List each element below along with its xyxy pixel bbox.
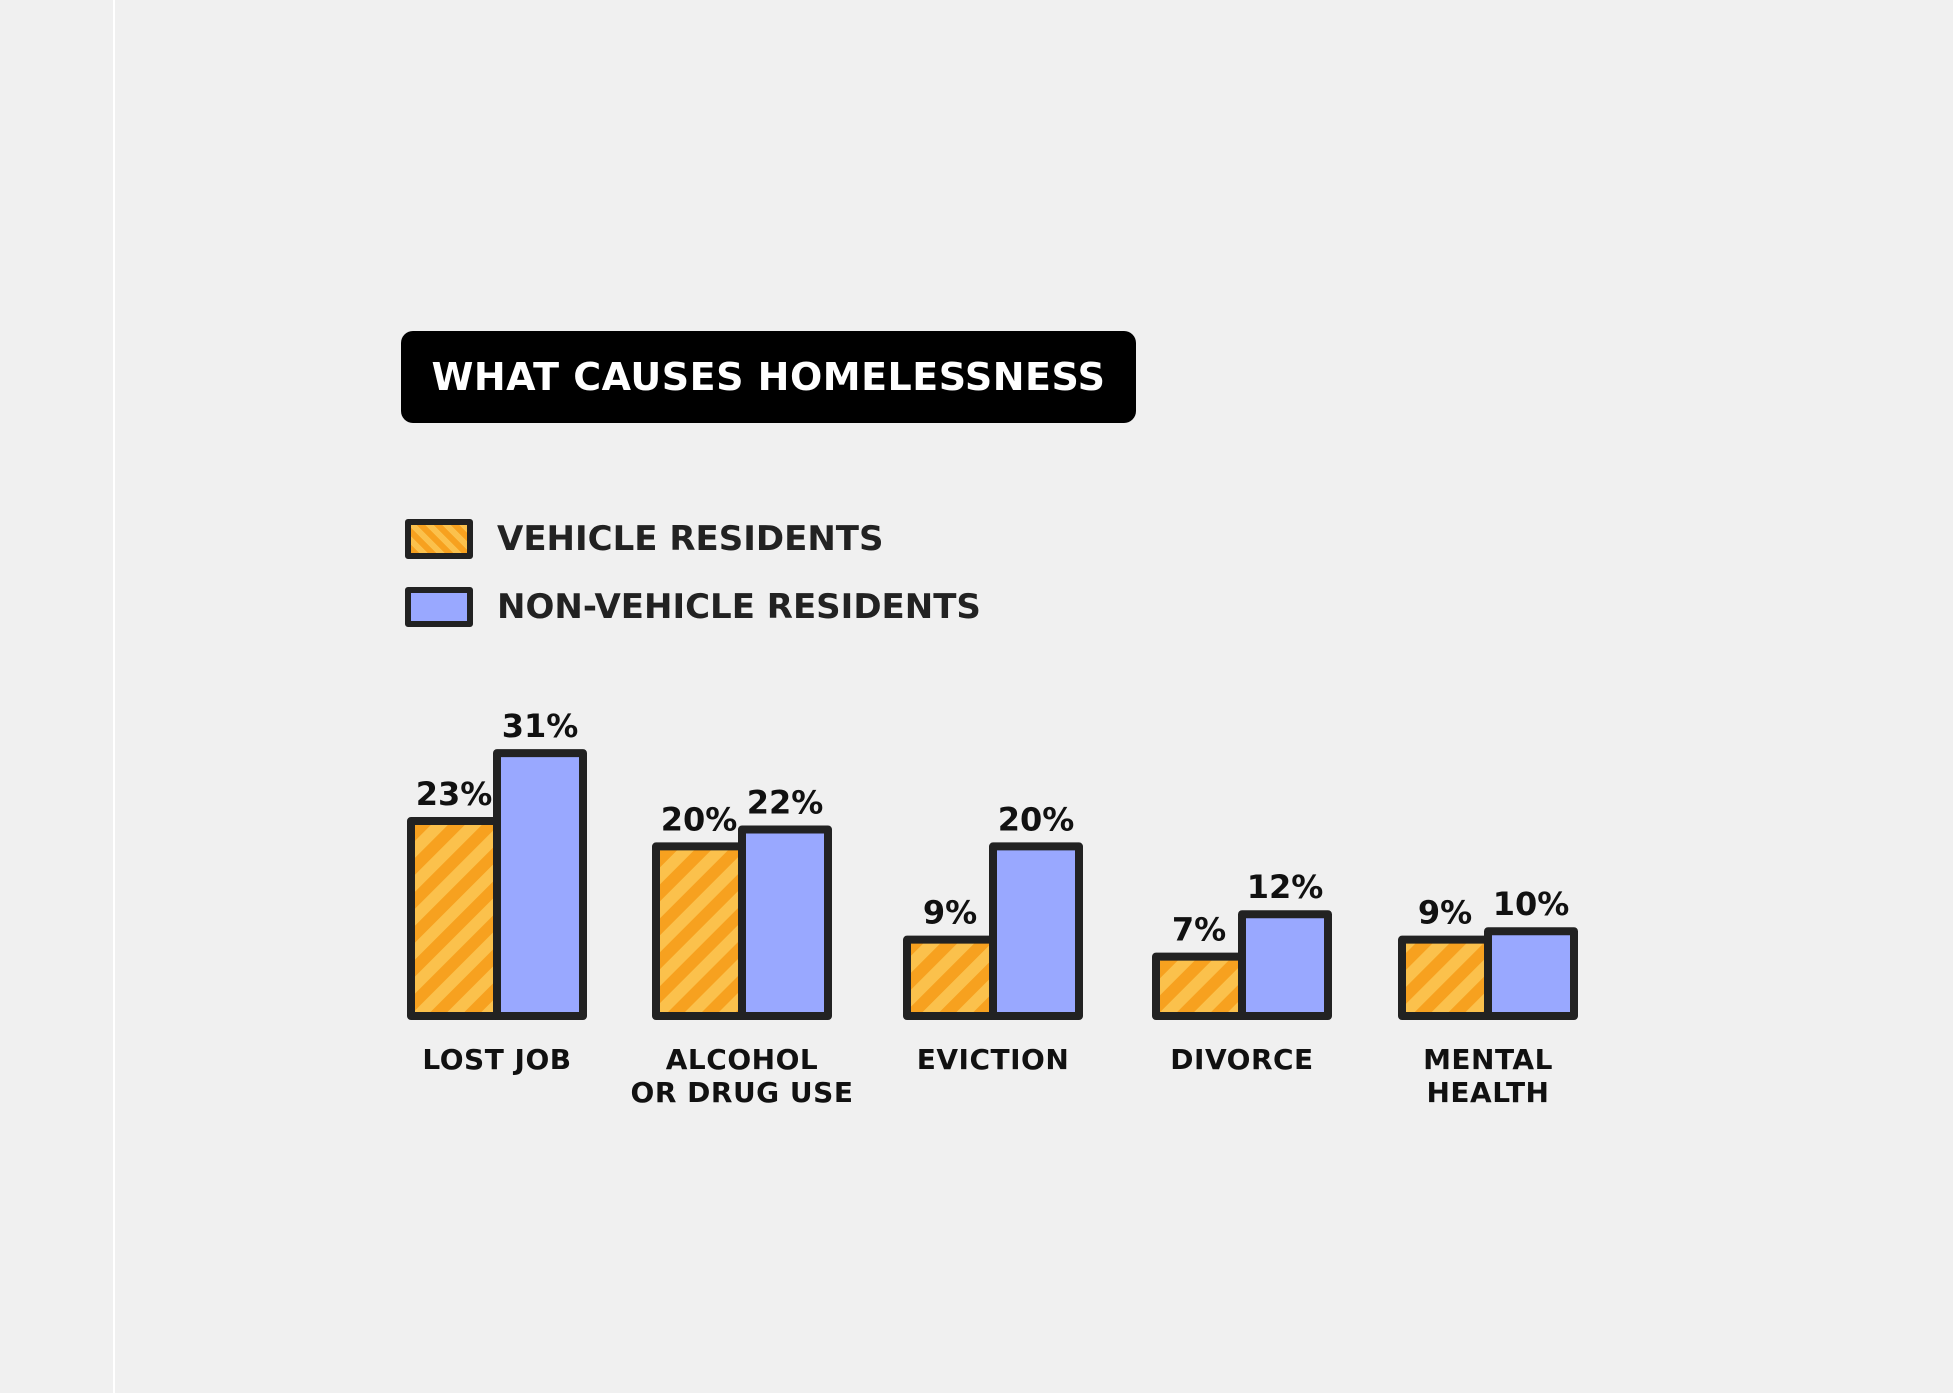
bar-group-alcohol-or-drug-use: 20% 22% ALCOHOL OR DRUG USE	[631, 783, 854, 1109]
legend-swatch-non-vehicle-residents	[405, 587, 473, 627]
category-label-line: MENTAL	[1423, 1043, 1553, 1076]
category-label-line: OR DRUG USE	[631, 1076, 854, 1109]
bar-value-label: 20%	[661, 800, 738, 838]
bar-group-divorce: 7% 12% DIVORCE	[1152, 868, 1332, 1076]
bar-value-label: 9%	[923, 894, 977, 932]
legend-label-non-vehicle-residents: NON-VEHICLE RESIDENTS	[497, 587, 981, 627]
category-label-line: DIVORCE	[1170, 1043, 1313, 1076]
category-label-line: EVICTION	[917, 1043, 1070, 1076]
chart-title-banner: WHAT CAUSES HOMELESSNESS	[401, 331, 1136, 423]
category-label-line: ALCOHOL	[666, 1043, 818, 1076]
bar-value-label: 23%	[416, 775, 493, 813]
bar-non-vehicle-residents-eviction	[989, 842, 1083, 1021]
page-edge-divider	[113, 0, 115, 1393]
bar-value-label: 10%	[1493, 885, 1570, 923]
category-label-line: HEALTH	[1427, 1076, 1550, 1109]
category-label-divorce: DIVORCE	[1170, 1043, 1313, 1076]
chart-title: WHAT CAUSES HOMELESSNESS	[431, 355, 1106, 399]
bar-value-label: 20%	[998, 800, 1075, 838]
legend-item-vehicle-residents: VEHICLE RESIDENTS	[405, 505, 981, 573]
bar-vehicle-residents-eviction	[903, 935, 997, 1020]
legend-swatch-vehicle-residents	[405, 519, 473, 559]
bar-non-vehicle-residents-alcohol-or-drug-use	[738, 825, 832, 1020]
category-label-alcohol-or-drug-use: ALCOHOL OR DRUG USE	[631, 1043, 854, 1109]
legend-label-vehicle-residents: VEHICLE RESIDENTS	[497, 519, 884, 559]
bar-value-label: 31%	[502, 707, 579, 745]
bar-vehicle-residents-lost-job	[407, 816, 501, 1021]
bar-non-vehicle-residents-lost-job	[493, 749, 587, 1020]
bar-value-label: 22%	[747, 783, 824, 821]
bar-value-label: 9%	[1418, 894, 1472, 932]
category-label-mental-health: MENTAL HEALTH	[1423, 1043, 1553, 1109]
bar-group-eviction: 9% 20% EVICTION	[903, 800, 1083, 1076]
legend-item-non-vehicle-residents: NON-VEHICLE RESIDENTS	[405, 573, 981, 641]
chart-legend: VEHICLE RESIDENTS NON-VEHICLE RESIDENTS	[405, 505, 981, 641]
bar-value-label: 12%	[1247, 868, 1324, 906]
bar-non-vehicle-residents-mental-health	[1484, 927, 1578, 1021]
bar-value-label: 7%	[1172, 911, 1226, 949]
category-label-line: LOST JOB	[422, 1043, 571, 1076]
bar-vehicle-residents-mental-health	[1398, 935, 1492, 1020]
category-label-lost-job: LOST JOB	[422, 1043, 571, 1076]
bar-vehicle-residents-divorce	[1152, 952, 1246, 1021]
bar-non-vehicle-residents-divorce	[1238, 910, 1332, 1020]
bar-group-lost-job: 23%31% LOST JOB	[407, 707, 587, 1076]
category-label-eviction: EVICTION	[917, 1043, 1070, 1076]
bar-group-mental-health: 9% 10% MENTAL HEALTH	[1398, 885, 1578, 1109]
bar-vehicle-residents-alcohol-or-drug-use	[652, 842, 746, 1021]
